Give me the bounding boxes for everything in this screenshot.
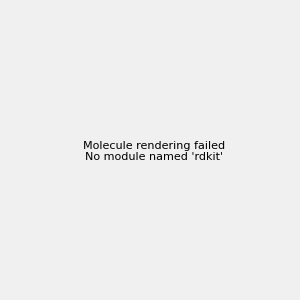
Text: Molecule rendering failed
No module named 'rdkit': Molecule rendering failed No module name… bbox=[83, 141, 225, 162]
